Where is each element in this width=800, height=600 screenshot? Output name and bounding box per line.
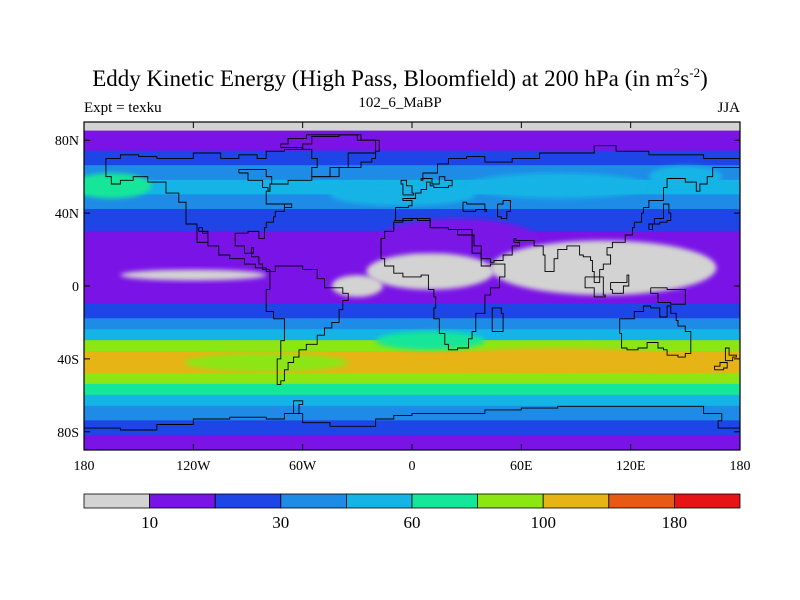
colorbar-swatch-2: [214, 493, 282, 509]
x-tick-label-6: 180: [730, 459, 751, 474]
coastline-3: [393, 167, 740, 283]
experiment-id-label: 102_6_MaBP: [358, 95, 442, 111]
contour-patch-11: [184, 353, 349, 372]
chart-title: Eddy Kinetic Energy (High Pass, Bloomfie…: [92, 65, 708, 91]
x-tick-label-5: 120E: [616, 459, 646, 474]
colorbar-swatch-8: [608, 493, 675, 509]
coastline-13: [491, 307, 504, 333]
colorbar-swatch-7: [542, 493, 610, 509]
y-tick-label-3: 40S: [57, 353, 79, 368]
y-tick-label-4: 80S: [57, 426, 79, 441]
contour-band-19: [84, 434, 740, 450]
contour-band-3: [84, 165, 740, 181]
coastline-18: [238, 168, 273, 192]
colorbar-swatch-1: [149, 493, 216, 509]
coastline-11: [648, 203, 672, 230]
y-tick-label-1: 40N: [55, 207, 79, 222]
coastline-15: [714, 362, 728, 371]
colorbar-label-2: 60: [404, 513, 421, 532]
coastline-0: [105, 134, 377, 272]
x-tick-label-2: 60W: [289, 459, 317, 474]
coastline-9: [610, 274, 630, 294]
colorbar-swatch-6: [477, 493, 544, 509]
coastline-2: [393, 145, 740, 221]
coastline-14: [724, 347, 737, 362]
contour-field: [84, 122, 740, 450]
y-tick-label-0: 80N: [55, 134, 79, 149]
experiment-label: Expt = texku: [84, 100, 162, 116]
colorbar-swatch-3: [280, 493, 347, 509]
colorbar-label-4: 180: [662, 513, 688, 532]
contour-patch-9: [448, 347, 668, 370]
colorbar: 10 30 60 100 180: [83, 493, 741, 532]
contour-patch-2: [466, 173, 649, 199]
coastline-17: [280, 134, 380, 178]
y-tick-label-2: 0: [72, 280, 79, 295]
x-tick-label-3: 0: [409, 459, 416, 474]
contour-patch-4: [375, 218, 540, 263]
season-label: JJA: [717, 100, 740, 116]
x-tick-label-0: 180: [74, 459, 95, 474]
contour-band-10: [84, 318, 740, 331]
colorbar-label-0: 10: [141, 513, 158, 532]
coastline-7: [497, 199, 511, 220]
contour-patch-12: [375, 331, 485, 350]
contour-patch-5: [366, 253, 494, 290]
contour-band-18: [84, 420, 740, 436]
x-tick-label-1: 120W: [176, 459, 211, 474]
contour-patch-10: [621, 353, 713, 372]
coastline-12: [400, 179, 415, 196]
x-tick-label-4: 60E: [510, 459, 533, 474]
colorbar-swatch-5: [411, 493, 478, 509]
coastline-6: [462, 201, 488, 212]
contour-patch-0: [84, 173, 152, 199]
coastline-4: [380, 218, 506, 351]
coastline-8: [584, 276, 606, 298]
axis-ticks: 180 120W 60W 0 60E 120E 180 80N 40N 0 40S 80S: [55, 122, 751, 474]
colorbar-swatch-0: [83, 493, 150, 509]
contour-band-14: [84, 372, 740, 385]
coastlines: [84, 134, 740, 431]
colorbar-swatch-9: [674, 493, 741, 509]
coastline-1: [265, 265, 349, 385]
contour-band-16: [84, 394, 740, 407]
colorbar-label-3: 100: [530, 513, 556, 532]
contour-band-1: [84, 130, 740, 152]
colorbar-label-1: 30: [272, 513, 289, 532]
contour-patch-7: [120, 269, 267, 281]
contour-patch-8: [331, 275, 383, 297]
coastline-16: [84, 400, 740, 431]
coastline-5: [619, 305, 692, 358]
coastline-10: [650, 287, 686, 305]
contour-band-9: [84, 303, 740, 320]
contour-band-15: [84, 383, 740, 396]
colorbar-swatch-4: [345, 493, 413, 509]
